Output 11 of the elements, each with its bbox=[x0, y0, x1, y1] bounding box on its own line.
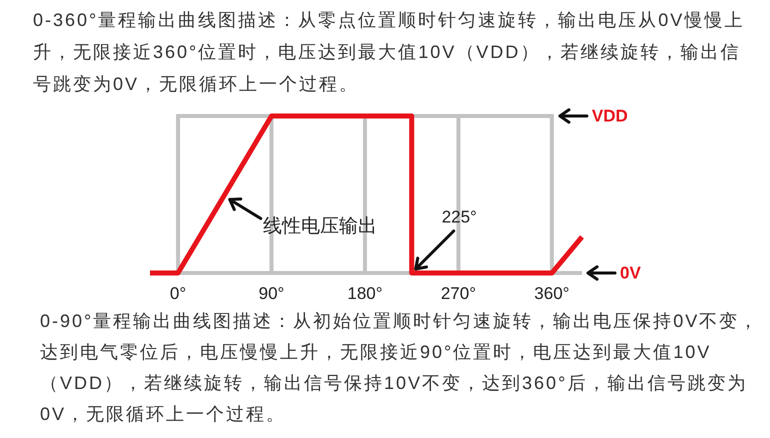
annotation: 线性电压输出 bbox=[262, 216, 377, 237]
title: 0-360°量程输出曲线图描述：从零点位置顺时针匀速旋转，输出电压从0V慢慢上升，无限接近360°位置时，电压达到最大值10V（VDD），若继续旋转，输出信号跳变为0V，无限循环上一个过程。 bbox=[33, 9, 746, 96]
text: 0V bbox=[620, 264, 642, 282]
annotation: 225° bbox=[442, 208, 477, 226]
x-tick-label: 0° bbox=[170, 284, 186, 303]
x-tick-label: 360° bbox=[534, 284, 570, 303]
x-tick-label: 90° bbox=[258, 284, 284, 303]
text: VDD bbox=[592, 106, 628, 126]
x-tick-label: 270° bbox=[440, 284, 476, 303]
note: 0-90°量程输出曲线图描述：从初始位置顺时针匀速旋转，输出电压保持0V不变，达到电气零位后，电压慢慢上升，无限接近90°位置时，电压达到最大值10V（VDD），若继续旋转，输出信号保持10V不变，达到360°后，输出信号跳变为0V，无限循环上一个过程。 bbox=[40, 310, 760, 426]
x-tick-label: 180° bbox=[347, 284, 383, 303]
